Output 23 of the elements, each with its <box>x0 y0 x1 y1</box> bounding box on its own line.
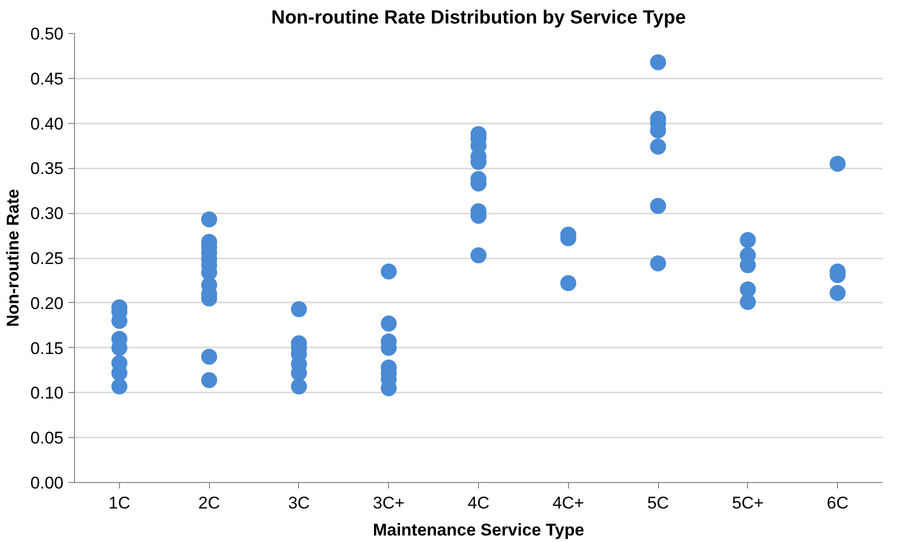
y-tick-label: 0.10 <box>30 384 64 403</box>
y-tick-label: 0.50 <box>30 24 64 44</box>
x-tick-label: 4C <box>468 494 490 512</box>
y-tick-label: 0.45 <box>30 69 64 88</box>
x-tick-label: 1C <box>108 494 130 512</box>
y-tick-label: 0.25 <box>30 249 64 268</box>
y-tick-label: 0.05 <box>30 428 64 448</box>
y-tick-label: 0.30 <box>30 204 64 224</box>
y-tick-label: 0.00 <box>30 474 64 492</box>
y-tick-label: 0.20 <box>30 294 64 313</box>
chart-title: Non-routine Rate Distribution by Service Type <box>271 8 686 28</box>
x-tick-label: 3C+ <box>372 494 405 512</box>
x-tick-label: 4C+ <box>552 494 584 512</box>
x-tick-label: 2C <box>198 494 220 512</box>
y-axis-title: Non-routine Rate <box>3 189 22 327</box>
x-tick-label: 5C <box>647 494 669 512</box>
y-tick-label: 0.40 <box>30 114 64 134</box>
x-tick-label: 5C+ <box>732 494 764 512</box>
y-tick-label: 0.15 <box>30 338 64 358</box>
x-tick-label: 6C <box>826 494 848 512</box>
y-tick-label: 0.35 <box>30 159 64 178</box>
x-axis-title: Maintenance Service Type <box>372 520 584 540</box>
x-tick-label: 3C <box>288 494 310 512</box>
